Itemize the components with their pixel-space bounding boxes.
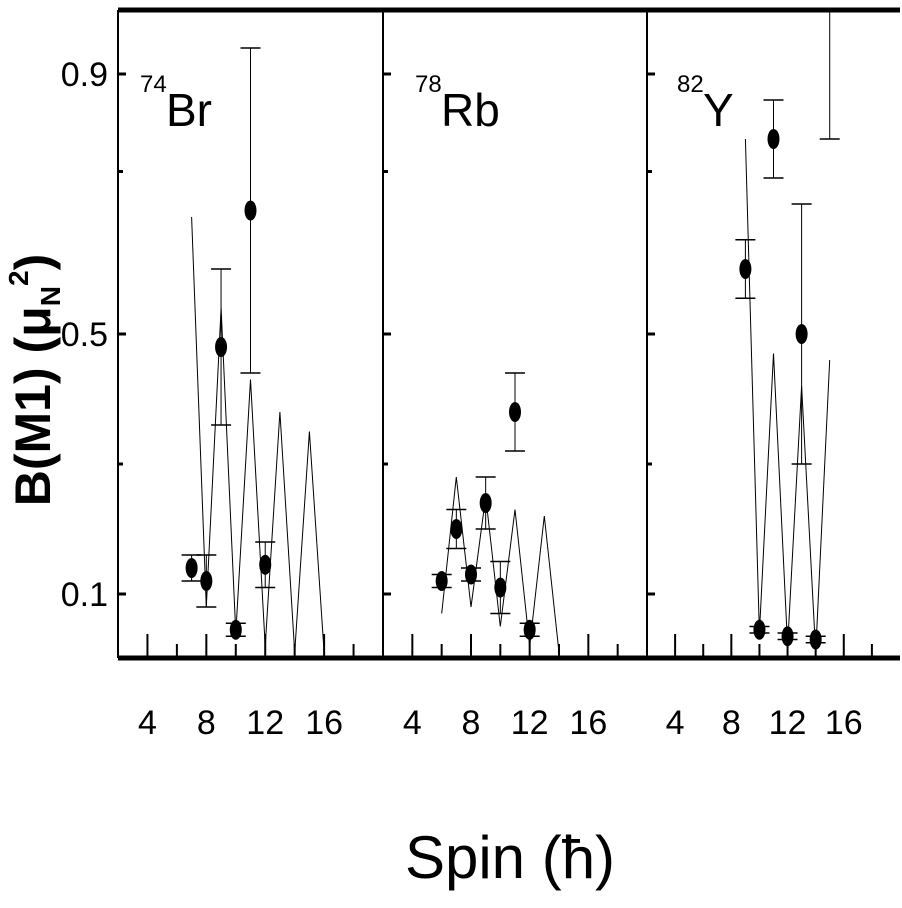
nuclide-label-br74: Br — [166, 84, 212, 136]
data-point — [753, 619, 766, 640]
data-point — [435, 571, 448, 591]
data-point — [185, 558, 198, 578]
data-point — [509, 402, 521, 422]
data-point — [450, 519, 463, 539]
panel-y82: Y82 — [647, 10, 873, 658]
data-point — [795, 324, 808, 344]
nuclide-mass-br74: 74 — [140, 71, 167, 98]
x-axis-tick-labels: 4 8 12 16 4 8 12 16 4 8 12 16 — [138, 704, 863, 742]
x-tick-label: 8 — [462, 704, 481, 742]
y-tick-label: 0.5 — [61, 316, 108, 354]
theory-curve — [191, 216, 325, 653]
data-point — [229, 619, 242, 640]
y-tick-label: 0.1 — [61, 576, 108, 614]
data-point — [523, 619, 536, 640]
data-point — [781, 626, 794, 647]
data-point — [479, 493, 492, 513]
x-tick-label: 4 — [138, 704, 157, 742]
nuclide-mass-rb78: 78 — [415, 71, 442, 98]
data-point — [809, 629, 822, 650]
y-axis-title: B(M1) (μN2) — [3, 254, 66, 506]
x-tick-label: 8 — [197, 704, 216, 742]
nuclide-label-y82: Y — [703, 84, 734, 136]
x-tick-label: 16 — [569, 704, 607, 742]
nuclide-label-rb78: Rb — [441, 84, 500, 136]
x-axis-title: Spin (ħ) — [405, 824, 615, 891]
theory-curve — [441, 476, 560, 653]
x-tick-label: 12 — [246, 704, 284, 742]
x-tick-label: 16 — [305, 704, 343, 742]
x-tick-label: 4 — [666, 704, 685, 742]
data-point — [259, 554, 272, 575]
x-tick-label: 16 — [825, 704, 863, 742]
data-point — [200, 571, 213, 591]
x-tick-label: 4 — [403, 704, 422, 742]
data-point — [739, 259, 752, 279]
x-tick-label: 8 — [722, 704, 741, 742]
nuclide-mass-y82: 82 — [677, 71, 704, 98]
data-point — [244, 200, 257, 221]
y-axis-tick-labels: 0.1 0.5 0.9 — [61, 56, 108, 614]
data-point — [465, 564, 477, 585]
data-point — [215, 337, 228, 357]
y-tick-label: 0.9 — [61, 56, 108, 94]
x-tick-label: 12 — [511, 704, 549, 742]
data-point — [767, 129, 780, 149]
theory-curve — [744, 138, 831, 653]
x-tick-label: 12 — [769, 704, 807, 742]
data-point — [494, 577, 507, 598]
